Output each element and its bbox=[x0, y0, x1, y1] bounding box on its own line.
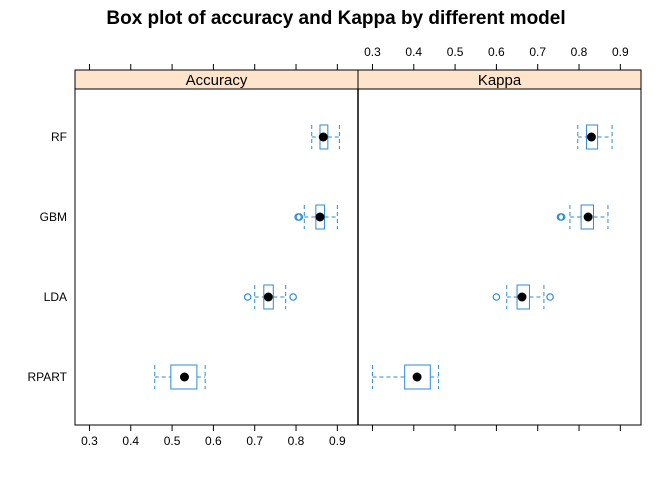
category-label-lda: LDA bbox=[44, 290, 67, 304]
panel-frame-accuracy bbox=[74, 88, 359, 426]
tick-label-kappa-5: 0.8 bbox=[571, 45, 588, 59]
tick-label-kappa-6: 0.9 bbox=[612, 45, 629, 59]
median-dot-accuracy-rf bbox=[318, 132, 328, 142]
panel-kappa: Kappa 0.3 0.4 0.5 0.6 0.7 0.8 0.9 bbox=[357, 45, 642, 431]
outlier-kappa-lda-1 bbox=[546, 293, 554, 301]
tick-label-kappa-2: 0.5 bbox=[447, 45, 464, 59]
panel-accuracy: Accuracy 0.3 0.4 0.5 0.6 0.7 0.8 0.9 bbox=[74, 64, 359, 448]
chart-title: Box plot of accuracy and Kappa by differ… bbox=[106, 8, 565, 29]
category-label-gbm: GBM bbox=[40, 210, 67, 224]
panel-frame-kappa bbox=[357, 88, 642, 426]
tick-label-kappa-3: 0.6 bbox=[488, 45, 505, 59]
tick-label-accuracy-0: 0.3 bbox=[81, 434, 98, 448]
outlier-kappa-gbm-1 bbox=[557, 213, 566, 221]
box-accuracy-rpart bbox=[154, 364, 206, 390]
box-accuracy-rf bbox=[311, 124, 340, 150]
median-dot-accuracy-gbm bbox=[315, 212, 325, 222]
tick-label-accuracy-3: 0.6 bbox=[205, 434, 222, 448]
tick-label-accuracy-6: 0.9 bbox=[329, 434, 346, 448]
tick-label-kappa-0: 0.3 bbox=[364, 45, 381, 59]
box-kappa-gbm bbox=[556, 204, 609, 230]
median-dot-kappa-rpart bbox=[412, 372, 422, 382]
outlier-kappa-lda-0 bbox=[492, 293, 501, 301]
median-dot-kappa-rf bbox=[586, 132, 596, 142]
outlier-accuracy-lda-1 bbox=[289, 293, 297, 301]
tick-label-kappa-1: 0.4 bbox=[405, 45, 422, 59]
box-accuracy-gbm bbox=[294, 204, 338, 230]
category-label-rpart: RPART bbox=[27, 370, 67, 384]
box-kappa-rpart bbox=[371, 364, 440, 390]
plot-area: RF GBM LDA RPART Accuracy 0.3 0.4 0.5 0.6 0.7 0.8 0… bbox=[27, 45, 642, 448]
box-accuracy-lda bbox=[243, 284, 297, 310]
tick-label-accuracy-5: 0.8 bbox=[288, 434, 305, 448]
median-dot-accuracy-lda bbox=[263, 292, 273, 302]
tick-label-accuracy-2: 0.5 bbox=[164, 434, 181, 448]
tick-label-accuracy-1: 0.4 bbox=[122, 434, 139, 448]
median-dot-accuracy-rpart bbox=[179, 372, 189, 382]
median-dot-kappa-lda bbox=[517, 292, 527, 302]
outlier-accuracy-lda-0 bbox=[243, 293, 252, 301]
tick-label-kappa-4: 0.7 bbox=[529, 45, 546, 59]
strip-label-accuracy: Accuracy bbox=[186, 72, 248, 89]
tick-label-accuracy-4: 0.7 bbox=[246, 434, 263, 448]
box-kappa-lda bbox=[492, 284, 554, 310]
strip-label-kappa: Kappa bbox=[478, 72, 522, 89]
median-dot-kappa-gbm bbox=[583, 212, 593, 222]
category-label-rf: RF bbox=[51, 130, 67, 144]
outlier-accuracy-gbm-1 bbox=[295, 213, 304, 221]
box-kappa-rf bbox=[577, 124, 613, 150]
